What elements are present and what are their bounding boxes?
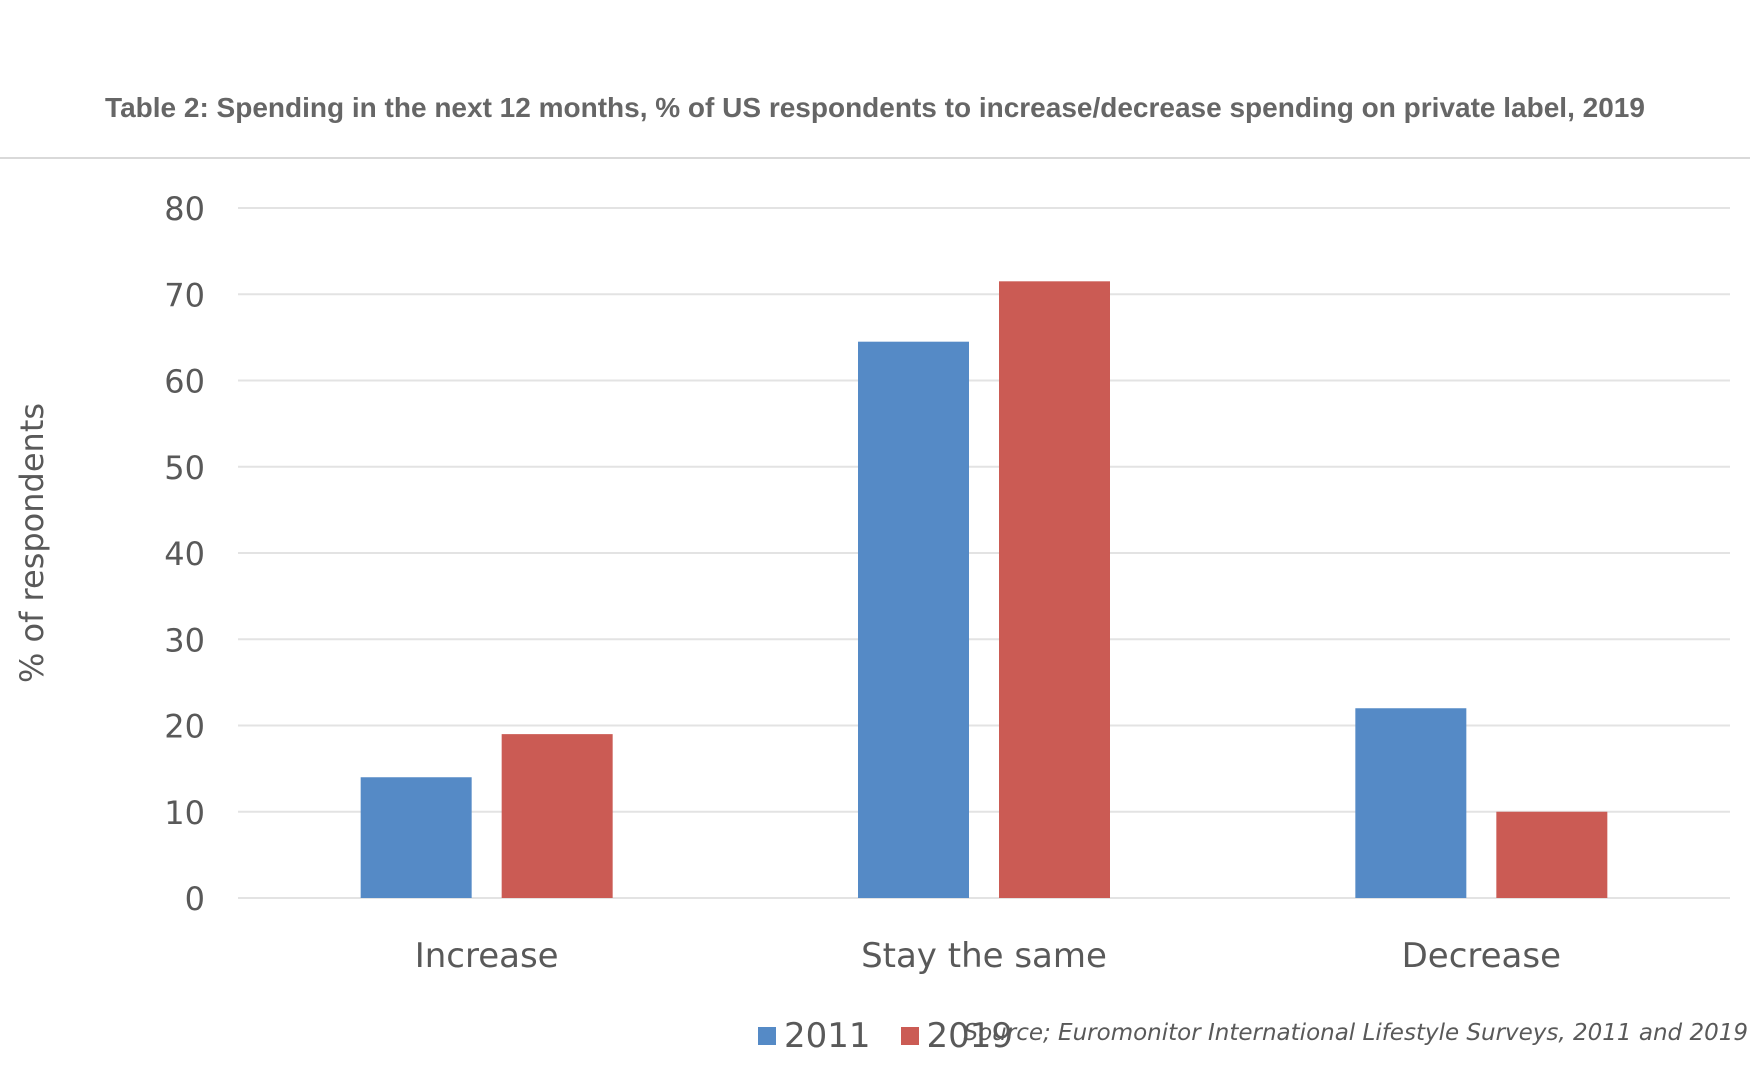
x-tick-label: Decrease bbox=[1402, 936, 1561, 976]
title-divider bbox=[0, 157, 1750, 159]
y-tick-label: 40 bbox=[164, 535, 205, 573]
y-tick-label: 80 bbox=[164, 190, 205, 228]
bar-2011-increase bbox=[360, 777, 472, 898]
legend-swatch-2011 bbox=[758, 1027, 776, 1045]
y-tick-label: 70 bbox=[164, 276, 205, 314]
y-tick-label: 30 bbox=[164, 621, 205, 659]
bar-2011-stay-the-same bbox=[858, 341, 969, 898]
legend-item-2011: 2011 bbox=[758, 1016, 871, 1056]
bar-2011-decrease bbox=[1355, 708, 1467, 898]
legend: 2011 2019 bbox=[758, 1012, 1013, 1060]
chart-title: Table 2: Spending in the next 12 months,… bbox=[105, 92, 1645, 123]
legend-label-2019: 2019 bbox=[926, 1016, 1014, 1056]
y-tick-label: 20 bbox=[164, 708, 205, 746]
y-tick-label: 50 bbox=[164, 449, 205, 487]
y-tick-label: 60 bbox=[164, 363, 205, 401]
bar-2019-decrease bbox=[1496, 811, 1608, 898]
bar-2019-stay-the-same bbox=[999, 281, 1110, 898]
bar-2019-increase bbox=[501, 734, 613, 898]
legend-label-2011: 2011 bbox=[784, 1016, 871, 1056]
legend-item-2019: 2019 bbox=[900, 1016, 1014, 1056]
y-axis-label: % of respondents bbox=[13, 403, 51, 683]
x-tick-label: Increase bbox=[415, 936, 559, 976]
x-tick-label: Stay the same bbox=[861, 936, 1107, 976]
source-note: Source; Euromonitor International Lifest… bbox=[963, 1020, 1749, 1046]
legend-swatch-2019 bbox=[900, 1027, 919, 1045]
y-tick-label: 0 bbox=[185, 880, 205, 918]
y-tick-label: 10 bbox=[164, 794, 205, 832]
